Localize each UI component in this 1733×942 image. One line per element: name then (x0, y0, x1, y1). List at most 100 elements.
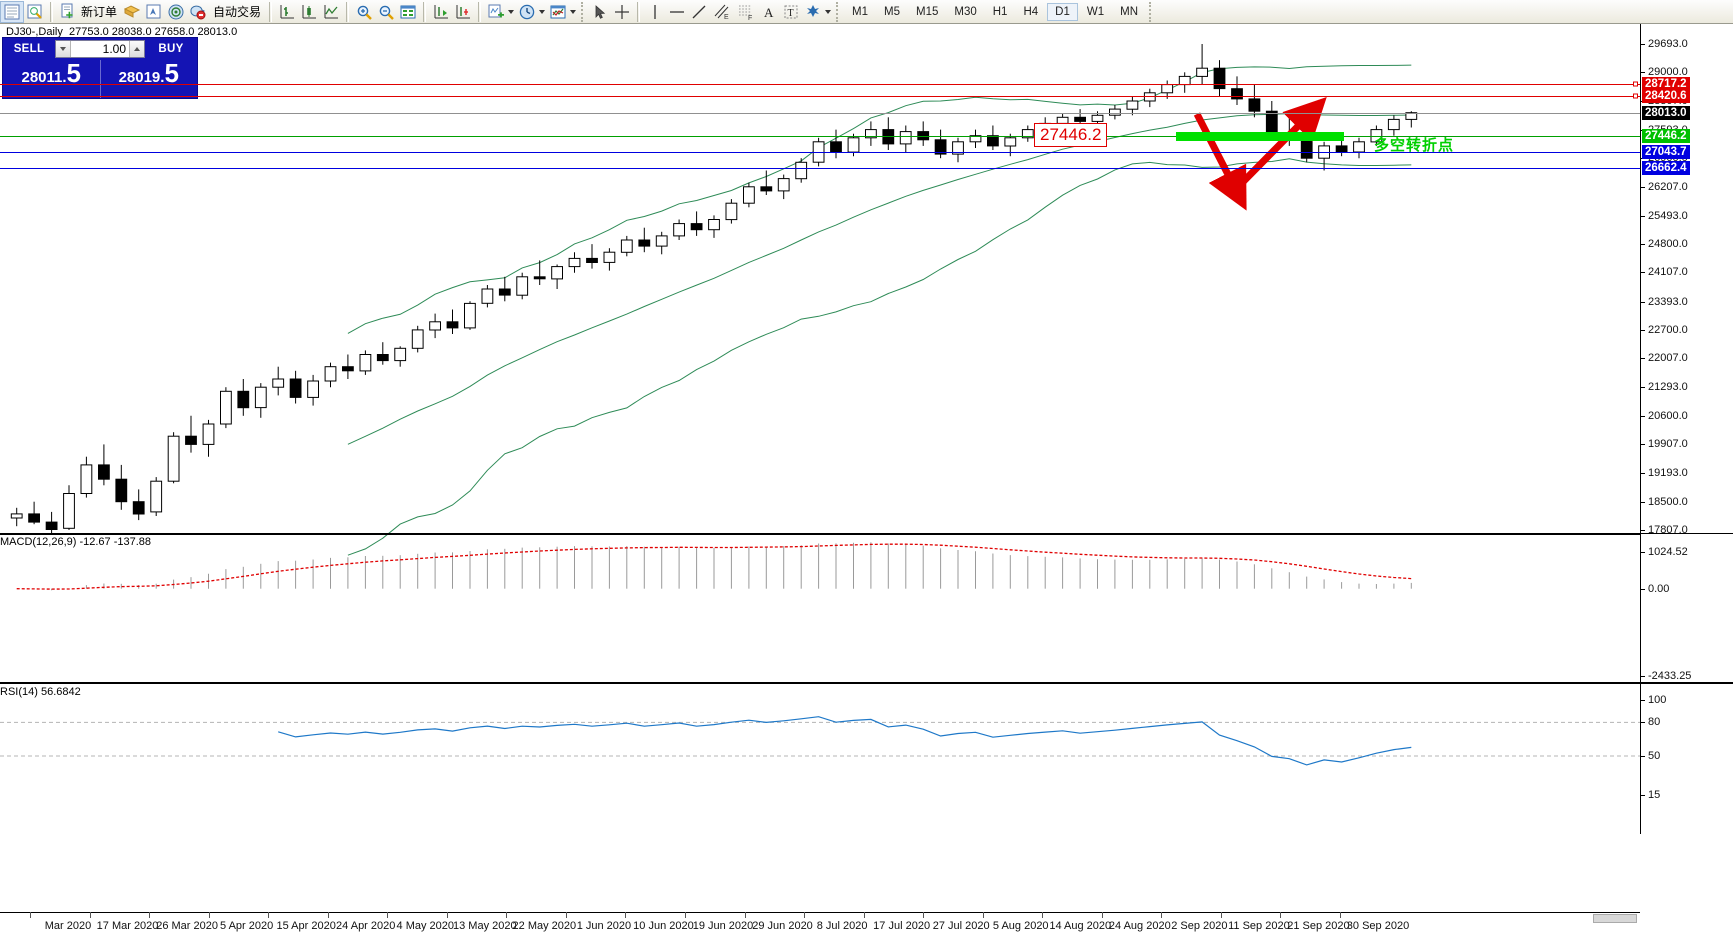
zoom-in-icon[interactable] (353, 1, 375, 23)
svg-text:A: A (764, 5, 774, 20)
svg-text:E: E (724, 14, 729, 21)
date-tick (446, 912, 448, 918)
date-label: 2 Sep 2020 (1171, 920, 1228, 932)
trendline-tool[interactable] (688, 1, 710, 23)
toolbar-grip[interactable] (581, 1, 586, 22)
volume-value[interactable]: 1.00 (102, 42, 126, 56)
timeframe-mn[interactable]: MN (1120, 5, 1138, 18)
volume-stepper[interactable]: 1.00 (55, 40, 145, 58)
indicators-icon[interactable] (485, 1, 516, 23)
auto-scroll-icon[interactable] (430, 1, 452, 23)
timeframe-m15[interactable]: M15 (916, 5, 939, 18)
chevron-down-icon-3[interactable] (570, 9, 577, 14)
chevron-down-icon-2[interactable] (539, 9, 546, 14)
sell-price[interactable]: 28011. 5 (21, 58, 82, 88)
price-badge-red: 28717.2 (1642, 76, 1690, 91)
date-tick (1101, 912, 1103, 918)
candlestick-chart-icon[interactable] (298, 1, 320, 23)
level-line-support-1[interactable] (0, 152, 1640, 154)
date-tick (863, 912, 865, 918)
expert-advisors-icon[interactable] (121, 1, 143, 23)
toolbar-grip-2[interactable] (836, 1, 841, 22)
toolbar-grip-3[interactable] (1149, 1, 1154, 22)
price-tick: 22700.0 (1641, 324, 1688, 336)
timeframe-m30[interactable]: M30 (954, 5, 977, 18)
terminal-icon[interactable] (165, 1, 187, 23)
horizontal-line-tool[interactable] (666, 1, 688, 23)
date-tick (327, 912, 329, 918)
date-label: 8 Jul 2020 (816, 920, 868, 932)
equidistant-channel-tool[interactable]: E (710, 1, 734, 23)
timeframe-d1[interactable]: D1 (1047, 2, 1078, 21)
rsi-line (278, 716, 1412, 766)
toolbar-separator (50, 1, 53, 22)
one-click-trading-panel[interactable]: SELL 1.00 BUY 28011. 5 28019. 5 (2, 37, 198, 99)
volume-decrement[interactable] (56, 41, 71, 57)
periods-icon[interactable] (516, 1, 547, 23)
macd-pane[interactable]: MACD(12,26,9) -12.67 -137.88 1024.52 0.00… (0, 534, 1733, 684)
level-line-support-2[interactable] (0, 167, 1640, 169)
text-label-tool[interactable]: T (780, 1, 802, 23)
date-tick (1161, 912, 1163, 918)
date-tick (89, 912, 91, 918)
date-label: 4 May 2020 (396, 920, 455, 932)
sell-button[interactable]: SELL (13, 43, 45, 55)
chevron-down-icon[interactable] (508, 9, 515, 14)
cursor-tool[interactable] (589, 1, 611, 23)
level-handle[interactable] (1633, 81, 1638, 87)
date-tick (982, 912, 984, 918)
fibonacci-retracement-tool[interactable]: F (734, 1, 758, 23)
timeframe-m5[interactable]: M5 (884, 5, 900, 18)
date-label: 30 Sep 2020 (1346, 920, 1410, 932)
date-label: 19 Jun 2020 (692, 920, 754, 932)
date-label: 27 Jul 2020 (932, 920, 990, 932)
price-pane[interactable]: DJ30-,Daily 27753.0 28038.0 27658.0 2801… (0, 24, 1733, 556)
date-label: 24 Aug 2020 (1108, 920, 1171, 932)
level-handle[interactable] (1633, 93, 1638, 99)
shapes-tool[interactable] (802, 1, 833, 23)
chart-shift-end-icon[interactable] (452, 1, 474, 23)
price-tick: 26207.0 (1641, 181, 1688, 193)
macd-canvas (16, 542, 1412, 591)
timeframe-w1[interactable]: W1 (1086, 5, 1105, 18)
timeframe-m1[interactable]: M1 (852, 5, 869, 18)
templates-icon[interactable] (547, 1, 578, 23)
price-scale[interactable]: 29693.029000.028307.027593.026900.026207… (1640, 24, 1733, 536)
chart-shift-icon[interactable] (397, 1, 419, 23)
crosshair-tool[interactable] (611, 1, 633, 23)
strategy-tester-icon[interactable] (187, 1, 209, 23)
buy-button[interactable]: BUY (158, 43, 184, 55)
navigator-icon[interactable] (143, 1, 165, 23)
line-chart-icon[interactable] (320, 1, 342, 23)
timeframe-h1[interactable]: H1 (992, 5, 1008, 18)
date-tick (268, 912, 270, 918)
trend-arrows (1193, 97, 1327, 211)
zoom-out-icon[interactable] (375, 1, 397, 23)
rsi-pane[interactable]: RSI(14) 56.6842 100 80 50 15 (0, 684, 1733, 834)
timeframe-h4[interactable]: H4 (1023, 5, 1039, 18)
level-line-bid-line[interactable] (0, 112, 1640, 114)
price-tick: 24107.0 (1641, 266, 1688, 278)
horizontal-scrollbar-thumb[interactable] (1593, 914, 1637, 923)
market-watch-icon[interactable] (0, 0, 24, 23)
buy-price[interactable]: 28019. 5 (99, 58, 198, 98)
text-tool[interactable]: A (758, 1, 780, 23)
new-order-button[interactable]: 新订单 (57, 1, 121, 23)
data-window-icon[interactable] (24, 1, 46, 23)
vertical-line-tool[interactable] (644, 1, 666, 23)
date-label: 29 Jun 2020 (752, 920, 813, 932)
macd-scale[interactable]: 1024.52 0.00 -2433.25 (1640, 534, 1733, 684)
date-label: 21 Sep 2020 (1287, 920, 1350, 932)
chevron-down-icon-4[interactable] (825, 9, 832, 14)
buy-price-frac: 5 (164, 58, 179, 88)
price-badge-black: 28013.0 (1642, 105, 1690, 120)
bar-chart-icon[interactable] (276, 1, 298, 23)
rsi-scale[interactable]: 100 80 50 15 (1640, 684, 1733, 834)
autotrading-button[interactable]: 自动交易 (209, 1, 265, 23)
date-axis[interactable]: Mar 2020 17 Mar 2020 26 Mar 2020 5 Apr 2020… (0, 912, 1733, 942)
level-line-resistance-1[interactable] (0, 83, 1640, 85)
level-line-resistance-2[interactable] (0, 96, 1640, 98)
date-tick (625, 912, 627, 918)
level-line-support-green[interactable] (0, 135, 1640, 137)
volume-increment[interactable] (129, 41, 144, 57)
